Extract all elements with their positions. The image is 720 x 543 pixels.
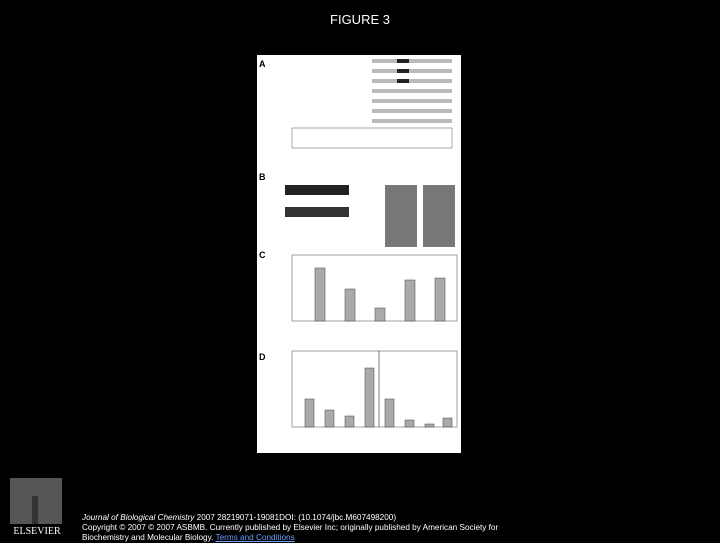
logo-text: ELSEVIER: [13, 526, 61, 537]
slide-title: FIGURE 3: [330, 12, 390, 27]
terms-link[interactable]: Terms and Conditions: [215, 533, 295, 542]
blots: [285, 185, 455, 247]
citation-details: 2007 28219071-19081DOI: (10.1074/jbc.M60…: [194, 513, 397, 522]
panel-label: C: [259, 250, 266, 260]
elsevier-logo: ELSEVIER: [10, 478, 62, 537]
panel-label: B: [259, 172, 266, 182]
bar-panel-d: [291, 350, 458, 428]
panel-label: D: [259, 352, 266, 362]
constructs: [291, 59, 453, 149]
bar-panel-c: [291, 254, 458, 322]
figure-background: [257, 55, 461, 453]
journal-name: Journal of Biological Chemistry: [82, 513, 195, 522]
citation: Journal of Biological Chemistry 2007 282…: [82, 513, 512, 543]
panel-label: A: [259, 59, 266, 69]
figure: A B C D: [257, 55, 461, 453]
copyright: Copyright © 2007 © 2007 ASBMB. Currently…: [82, 523, 499, 542]
